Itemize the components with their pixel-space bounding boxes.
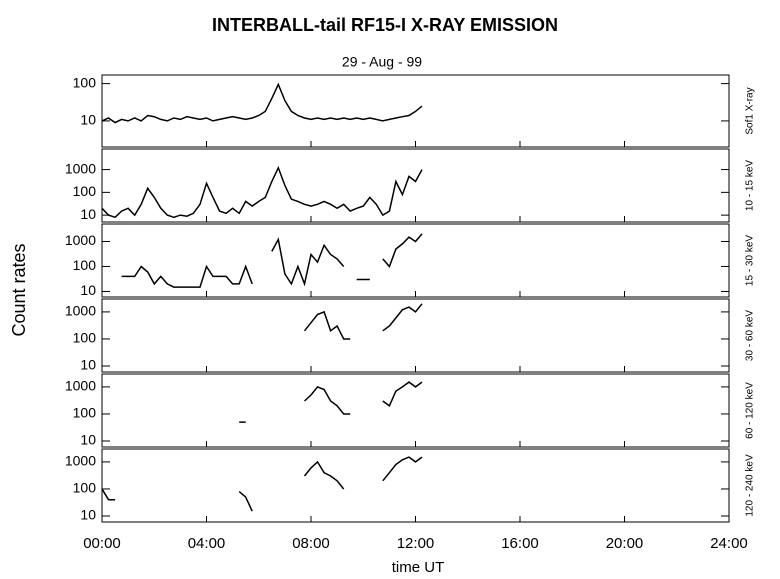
y-axis-label: Count rates	[9, 243, 29, 336]
y-tick-label: 1000	[65, 453, 96, 469]
x-tick-label: 08:00	[292, 535, 330, 552]
panel-label: 60 - 120 keV	[745, 382, 756, 439]
panel-frame	[101, 448, 730, 523]
x-tick-label: 20:00	[606, 535, 644, 552]
y-tick-label: 1000	[65, 303, 96, 319]
panel-frame	[101, 148, 730, 223]
chart-subtitle: 29 - Aug - 99	[342, 54, 422, 70]
data-line	[101, 165, 423, 219]
data-line	[239, 381, 423, 423]
panel-label: Sof1 X-ray	[745, 87, 756, 134]
y-tick-label: 100	[73, 330, 97, 346]
y-tick-label: 100	[73, 74, 97, 90]
y-tick-label: 100	[73, 480, 97, 496]
data-line	[303, 303, 423, 340]
y-tick-label: 10	[80, 282, 96, 298]
panel-frame	[101, 223, 730, 298]
x-tick-label: 00:00	[83, 535, 121, 552]
data-line	[101, 456, 423, 512]
data-line	[121, 233, 423, 288]
y-tick-label: 1000	[65, 232, 96, 248]
panel-label: 15 - 30 keV	[745, 235, 756, 286]
panel-label: 30 - 60 keV	[745, 310, 756, 361]
panel-frame	[101, 373, 730, 448]
y-tick-label: 10	[80, 206, 96, 222]
y-tick-label: 100	[73, 183, 97, 199]
y-tick-label: 10	[80, 112, 96, 128]
x-tick-label: 12:00	[397, 535, 435, 552]
panel-label: 120 - 240 keV	[745, 454, 756, 517]
data-line	[101, 82, 423, 124]
x-axis-label: time UT	[392, 559, 445, 576]
chart-title: INTERBALL-tail RF15-I X-RAY EMISSION	[212, 15, 558, 35]
x-tick-label: 16:00	[501, 535, 539, 552]
x-tick-label: 24:00	[710, 535, 748, 552]
y-tick-label: 100	[73, 405, 97, 421]
y-tick-label: 100	[73, 257, 97, 273]
x-tick-label: 04:00	[188, 535, 226, 552]
y-tick-label: 1000	[65, 378, 96, 394]
panel-frame	[101, 298, 730, 373]
y-tick-label: 1000	[65, 160, 96, 176]
panel-label: 10 - 15 keV	[745, 160, 756, 211]
y-tick-label: 10	[80, 357, 96, 373]
y-tick-label: 10	[80, 432, 96, 448]
y-tick-label: 10	[80, 507, 96, 523]
